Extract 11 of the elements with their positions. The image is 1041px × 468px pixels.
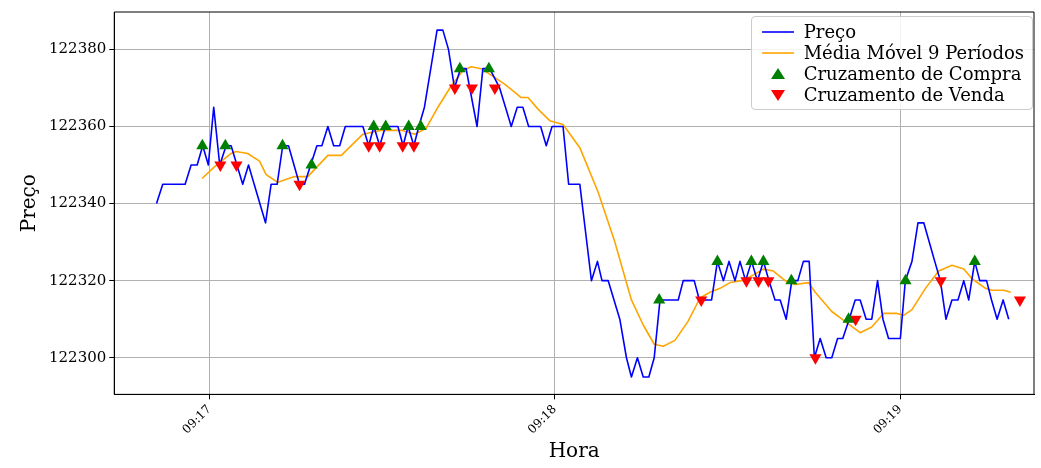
y-tick-label: 122320 xyxy=(49,270,107,289)
y-axis-title: Preço xyxy=(16,174,41,233)
legend-label: Média Móvel 9 Períodos xyxy=(803,41,1024,63)
x-axis-title: Hora xyxy=(548,438,600,463)
y-tick-label: 122300 xyxy=(49,347,107,366)
y-tick-label: 122380 xyxy=(49,39,107,58)
y-tick-label: 122360 xyxy=(49,116,107,135)
legend-label: Preço xyxy=(803,20,856,42)
y-tick-label: 122340 xyxy=(49,193,107,212)
legend-label: Cruzamento de Venda xyxy=(803,83,1005,105)
legend-label: Cruzamento de Compra xyxy=(803,62,1022,84)
